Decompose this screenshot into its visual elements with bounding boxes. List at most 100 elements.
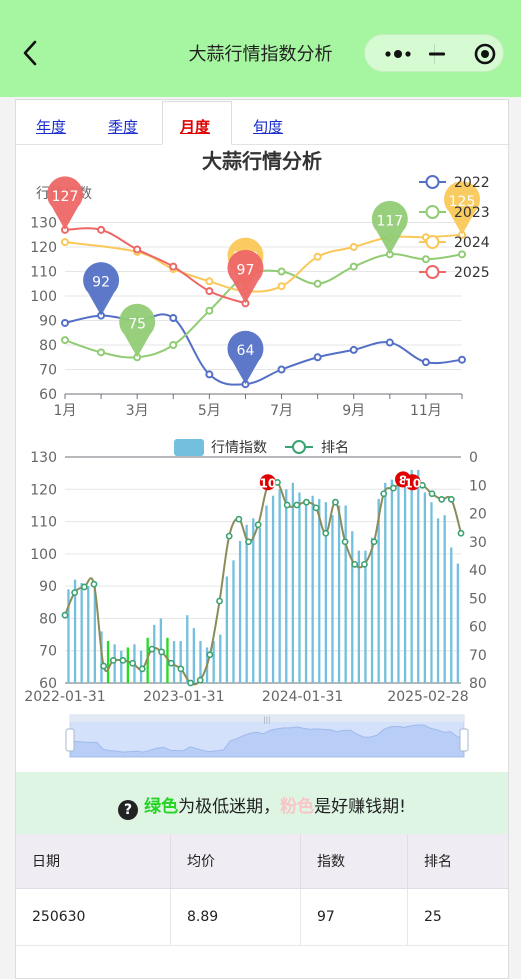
minimize-icon[interactable] [425,44,447,64]
data-point [385,338,394,347]
x-tick-label: 2025-02-28 [387,689,468,705]
rank-point [370,538,378,546]
rank-point [148,645,156,653]
y-tick-label-right: 10 [469,478,487,494]
chart-title: 大蒜行情分析 [202,149,322,173]
close-circle-icon[interactable] [473,42,497,66]
index-bar [351,531,354,683]
index-bar [436,518,440,683]
data-point [205,306,214,315]
rank-point [303,498,310,506]
data-point [61,238,69,247]
y-tick-label-right: 80 [469,676,487,692]
data-point [169,341,178,349]
index-bar [179,641,182,683]
pin-label: 64 [237,343,255,359]
legend-notice: ? 绿色为极低迷期，粉色是好赚钱期! [16,772,508,834]
data-point [313,279,322,288]
top-navigation-bar: 大蒜行情指数分析 [0,0,521,97]
index-bar [298,492,301,683]
legend-label: 2025 [454,265,490,281]
x-tick-label: 3月 [126,403,149,419]
data-point [349,262,358,271]
legend-symbol [425,265,440,279]
tab-ten-day[interactable]: 旬度 [253,118,284,136]
data-point [205,287,214,296]
index-bar [113,644,116,683]
index-bar [73,579,77,683]
y-tick-label-right: 0 [469,450,478,466]
rank-point [245,538,252,546]
index-bar [390,479,394,683]
rank-point [428,490,436,498]
index-bar [219,634,222,683]
tab-yearly[interactable]: 年度 [36,118,67,136]
rank-point [341,538,349,546]
pin-label: 75 [128,316,146,332]
y-tick-label-right: 70 [469,648,487,664]
y-tick-label-right: 50 [469,591,487,607]
index-bar [93,586,97,683]
y-tick-label-left: 60 [39,676,57,692]
data-table: 日期 均价 指数 排名 250630 8.89 97 25 [16,834,508,946]
tab-monthly[interactable]: 月度 [180,118,211,136]
y-tick-label: 90 [39,314,57,330]
index-bar [443,515,446,683]
index-bar [80,582,83,683]
chart-legend[interactable]: 行情指数 排名 [174,439,349,456]
data-point [169,262,178,271]
mini-program-capsule [364,34,504,72]
chart-legend[interactable]: 2022 2023 2024 2025 [419,175,490,281]
data-point [133,245,142,254]
y-tick-label: 70 [39,363,57,379]
more-dots-icon[interactable] [379,44,421,64]
index-bar [67,589,70,683]
table-row[interactable]: 250630 8.89 97 25 [16,888,508,946]
tab-quarterly[interactable]: 季度 [108,118,139,136]
data-point [458,250,466,259]
index-bar [324,502,328,683]
pin-shape [443,181,480,235]
data-zoom-slider[interactable]: ||| [65,714,469,758]
rank-point [119,656,127,664]
rank-point [254,521,262,529]
value-pin: 125 [443,181,480,235]
back-arrow-icon[interactable] [16,36,46,70]
rank-point [80,583,88,591]
data-point [277,282,286,291]
data-point [205,277,214,286]
pink-keyword: 粉色 [280,797,315,817]
legend-label: 行情指数 [211,440,267,456]
rank-point [216,597,223,605]
rank-point [457,529,465,537]
y-tick-label-right: 40 [469,563,487,579]
index-bar [417,469,420,683]
index-bar [450,547,453,683]
rank-point [322,529,330,537]
rank-marker-label: 10 [404,476,421,490]
index-bar [245,524,248,683]
index-bar [271,495,275,683]
y-tick-label: 80 [39,338,57,354]
index-rank-chart: 行情指数 排名 60 70 80 90 100 110 120 130 0 10 20 30 40 50 60… [24,439,487,758]
pin-shape [371,200,408,255]
rank-point [206,651,214,659]
index-bar [384,482,387,683]
value-pin: 64 [227,330,264,385]
index-bar [344,505,347,683]
index-bar [238,540,242,683]
pin-label: 92 [92,275,110,291]
rank-point [283,501,291,509]
rank-point [158,648,165,656]
y-tick-label-right: 30 [469,535,487,551]
grid-lines: 60 70 80 90 100 110 120 130 1月 3月 5月 7月 9月 11月 [30,216,463,419]
header-rank: 排名 [407,834,508,889]
data-point [313,353,322,362]
active-tab-frame [162,101,232,145]
data-point [61,318,69,327]
header-avg-price: 均价 [170,834,301,889]
pin-shape [119,303,156,358]
data-point [97,348,106,357]
value-pin: 117 [371,200,408,255]
data-point [421,358,430,367]
